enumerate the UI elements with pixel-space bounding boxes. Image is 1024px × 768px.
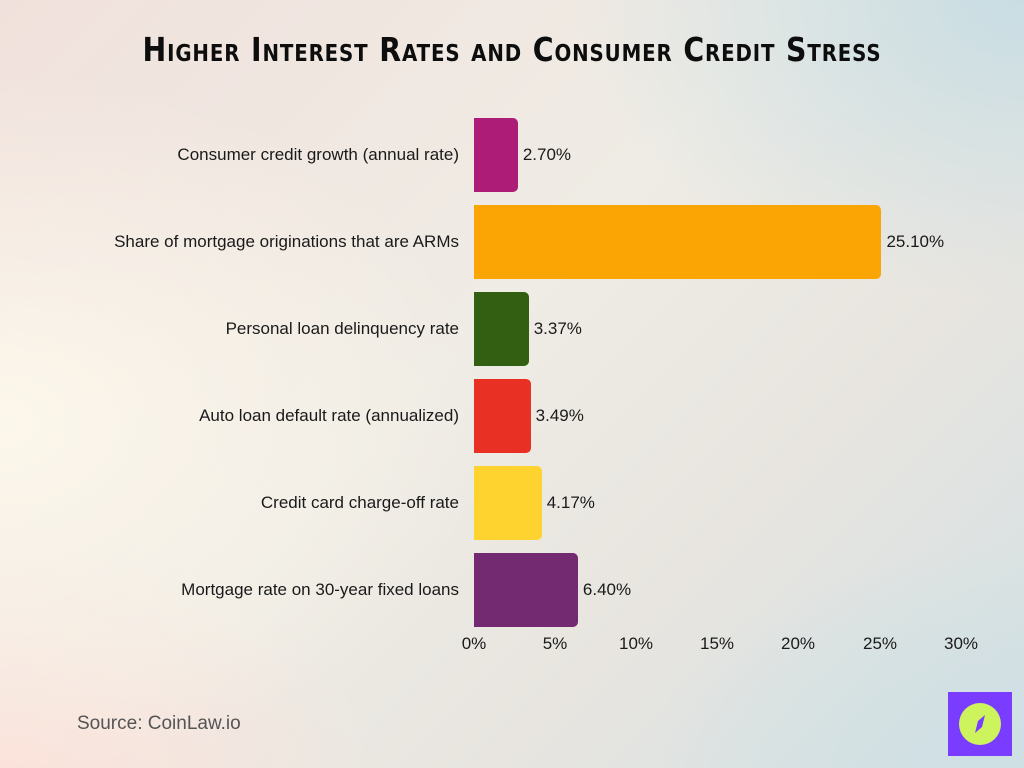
bar	[474, 466, 542, 540]
value-label: 25.10%	[886, 232, 945, 251]
value-label: 2.70%	[522, 145, 572, 164]
x-axis-tick: 5%	[542, 634, 568, 653]
x-axis-tick: 15%	[699, 634, 735, 653]
value-label: 4.17%	[546, 493, 595, 512]
brand-logo	[948, 692, 1012, 756]
bar	[474, 118, 518, 192]
bar	[474, 205, 882, 279]
bar-row: Credit card charge-off rate 4.17%	[0, 466, 1024, 540]
value-label: 6.40%	[582, 580, 632, 599]
compass-icon	[959, 703, 1001, 745]
bar-row: Personal loan delinquency rate 3.37%	[0, 292, 1024, 366]
bar-row: Auto loan default rate (annualized) 3.49…	[0, 379, 1024, 453]
value-label: 3.49%	[535, 406, 584, 425]
x-axis-tick: 0%	[461, 634, 487, 653]
bar-row: Consumer credit growth (annual rate) 2.7…	[0, 118, 1024, 192]
bar-row: Mortgage rate on 30-year fixed loans 6.4…	[0, 553, 1024, 627]
x-axis-tick: 25%	[862, 634, 898, 653]
bar	[474, 379, 531, 453]
x-axis-tick: 10%	[618, 634, 654, 653]
value-label: 3.37%	[533, 319, 582, 338]
category-label: Personal loan delinquency rate	[225, 319, 459, 338]
bar	[474, 553, 578, 627]
chart-title: Higher Interest Rates and Consumer Credi…	[142, 30, 882, 69]
category-label: Share of mortgage originations that are …	[114, 232, 459, 251]
category-label: Auto loan default rate (annualized)	[199, 406, 459, 425]
bar-row: Share of mortgage originations that are …	[0, 205, 1024, 279]
bar	[474, 292, 529, 366]
category-label: Consumer credit growth (annual rate)	[177, 145, 459, 164]
source-text: Source: CoinLaw.io	[77, 713, 241, 734]
category-label: Mortgage rate on 30-year fixed loans	[181, 580, 459, 599]
x-axis-tick: 20%	[780, 634, 816, 653]
x-axis-tick: 30%	[943, 634, 979, 653]
category-label: Credit card charge-off rate	[260, 493, 459, 512]
compass-needle-icon	[975, 715, 985, 733]
